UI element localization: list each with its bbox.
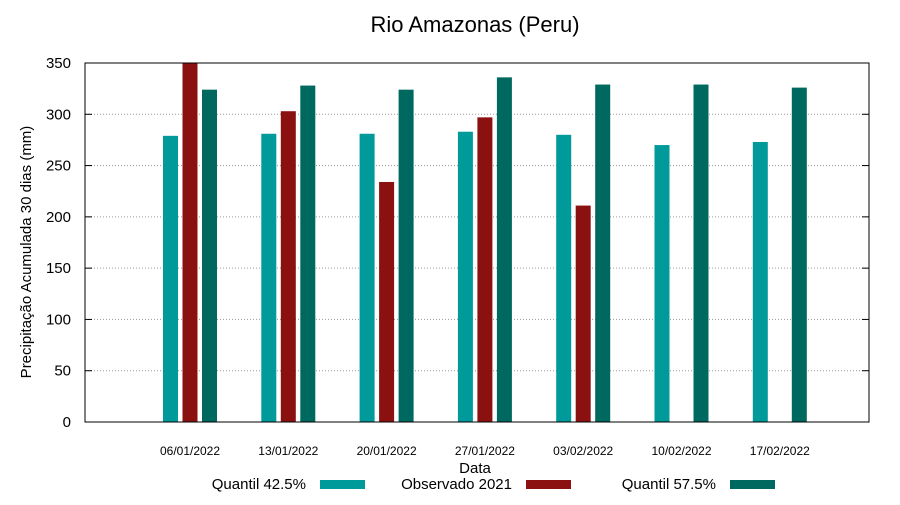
x-axis-label: Data [459, 460, 491, 477]
y-tick-label: 200 [46, 209, 71, 226]
bar-quantil-57-5 [202, 89, 217, 422]
bar-observado-2021 [280, 111, 296, 423]
bar-quantil-57-5 [300, 85, 316, 423]
legend-label: Quantil 42.5% [212, 476, 306, 493]
y-axis-label: Precipitação Acumulada 30 dias (mm) [18, 126, 35, 379]
bar-quantil-57-5 [398, 89, 414, 422]
y-tick-label: 0 [63, 414, 71, 431]
x-tick-label: 06/01/2022 [160, 444, 220, 458]
x-tick-label: 20/01/2022 [357, 444, 417, 458]
y-tick-label: 250 [46, 158, 71, 175]
x-tick-label: 13/01/2022 [258, 444, 318, 458]
bar-quantil-42-5 [261, 133, 277, 422]
bar-quantil-57-5 [595, 84, 611, 422]
bar-quantil-42-5 [654, 145, 670, 423]
bar-quantil-42-5 [457, 131, 473, 423]
bar-quantil-42-5 [163, 135, 178, 422]
x-tick-label: 17/02/2022 [750, 444, 810, 458]
legend-label: Observado 2021 [401, 476, 512, 493]
bar-quantil-42-5 [752, 141, 768, 423]
legend-swatch [730, 480, 775, 489]
bar-quantil-42-5 [556, 134, 572, 423]
x-tick-label: 03/02/2022 [553, 444, 613, 458]
y-tick-label: 350 [46, 55, 71, 72]
y-tick-label: 100 [46, 311, 71, 328]
bars [163, 63, 807, 423]
legend-label: Quantil 57.5% [622, 476, 716, 493]
axes: 0 50 100 150 200 250 300 350 06/01/2022 13/01/202… [46, 55, 869, 458]
y-tick-label: 150 [46, 260, 71, 277]
chart-title: Rio Amazonas (Peru) [370, 12, 579, 37]
y-tick-label: 300 [46, 106, 71, 123]
bar-quantil-57-5 [791, 87, 807, 423]
bar-quantil-57-5 [693, 84, 709, 422]
bar-observado-2021 [379, 181, 395, 422]
legend-swatch [320, 480, 365, 489]
plot-frame [84, 62, 870, 423]
y-tick-label: 50 [54, 363, 71, 380]
bar-observado-2021 [182, 63, 198, 422]
x-tick-label: 10/02/2022 [651, 444, 711, 458]
bar-quantil-42-5 [359, 133, 375, 422]
legend-swatch [526, 480, 571, 489]
bar-observado-2021 [477, 117, 493, 422]
bar-observado-2021 [575, 205, 591, 422]
bar-quantil-57-5 [496, 77, 512, 423]
legend: Quantil 42.5% Observado 2021 Quantil 57.5% [212, 476, 775, 493]
x-tick-label: 27/01/2022 [455, 444, 515, 458]
